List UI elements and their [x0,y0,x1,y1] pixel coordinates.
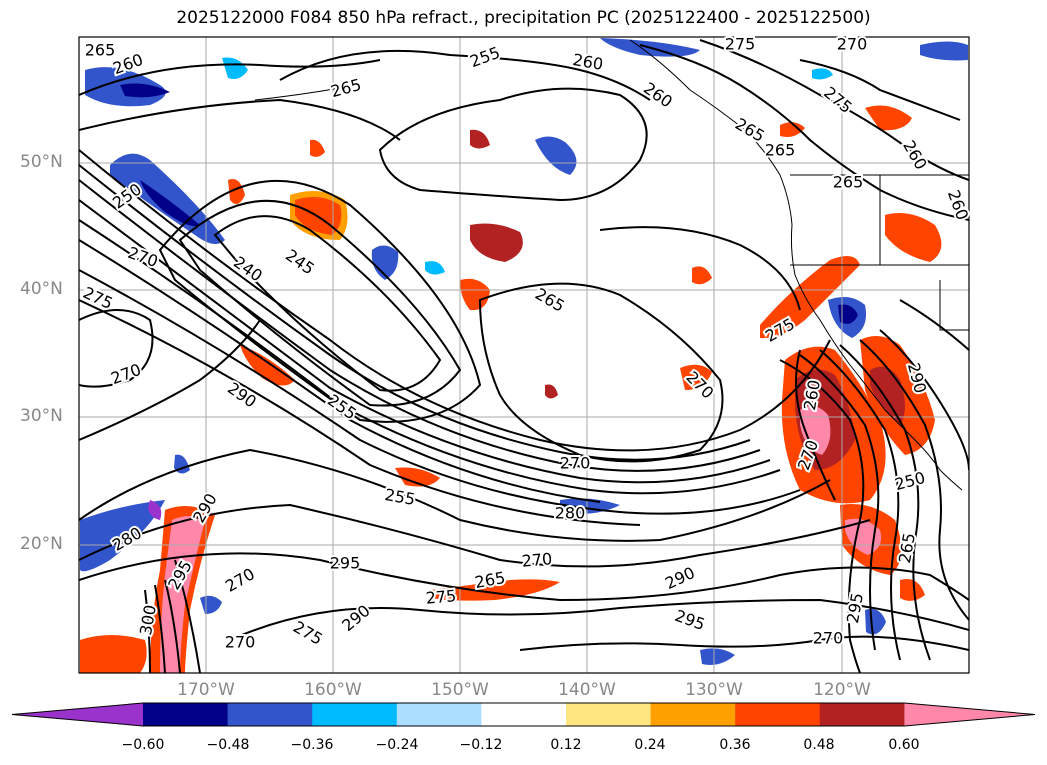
colorbar-bin [481,703,567,726]
precip-positive-region [240,345,295,386]
lat-label: 50°N [20,152,63,172]
precip-negative-region [535,136,577,175]
precip-positive-region [80,635,147,673]
contour-label: 280 [555,504,586,523]
precip-positive-region [885,212,942,262]
lon-label: 160°W [304,680,362,700]
precip-negative-region [110,153,225,244]
contour-label: 265 [833,173,864,192]
contour-label: 270 [813,629,844,648]
contour-label: 275 [725,35,756,54]
contour-label: 270 [560,454,591,473]
lat-label: 40°N [20,279,63,299]
colorbar-tick-label: 0.48 [803,737,835,753]
precip-negative-region [80,500,165,572]
precip-negative-region [140,180,200,227]
map-title: 2025122000 F084 850 hPa refract., precip… [176,8,871,28]
precip-positive-region [680,364,712,390]
precip-positive-region [865,105,912,131]
colorbar-bin [12,703,143,726]
colorbar-bin [396,703,482,726]
precip-positive-region [900,579,925,601]
lat-label: 30°N [20,406,63,426]
contour-label: 295 [330,554,361,573]
contour-label: 265 [765,141,796,160]
colorbar-tick-label: 0.36 [719,737,751,753]
colorbar-outline [11,702,1036,727]
lat-label: 20°N [20,534,63,554]
precip-positive-region [760,256,860,339]
colorbar-tick-label: −0.60 [121,737,165,753]
precip-positive-region [228,179,245,204]
contour-label: 270 [521,549,553,571]
precip-negative-region [120,83,170,98]
precip-positive-region [310,139,325,157]
contour-label: 270 [225,633,256,652]
precip-negative-region [812,68,833,80]
colorbar-bin [735,703,821,726]
precip-negative-region [222,57,248,79]
colorbar-tick-label: 0.12 [550,737,582,753]
coastline [254,39,969,491]
colorbar-tick-label: −0.12 [459,737,503,753]
precip-positive-region [460,278,490,311]
precip-positive-region [800,406,831,455]
lon-label: 130°W [685,680,743,700]
precip-negative-region [425,261,445,275]
lon-label: 170°W [177,680,235,700]
precip-positive-region [870,366,905,425]
colorbar-tick-label: −0.48 [206,737,250,753]
precip-negative-region [371,245,399,280]
colorbar-bin [819,703,905,726]
refractivity-contours [79,39,969,673]
lon-label: 150°W [431,680,489,700]
precip-shading [80,38,968,673]
precip-positive-region [430,579,560,601]
precip-positive-region [395,467,440,487]
colorbar-bin [227,703,313,726]
colorbar-tick-label: −0.24 [375,737,419,753]
colorbar-bin [650,703,736,726]
colorbar-bin [566,703,652,726]
precip-positive-region [545,384,558,399]
colorbar [11,702,1036,727]
colorbar-tick-label: 0.60 [888,737,920,753]
precip-negative-region [838,304,858,324]
precip-negative-region [148,500,162,520]
precip-positive-region [692,266,712,285]
colorbar-tick-label: 0.24 [634,737,666,753]
precip-positive-region [470,223,523,262]
contour-label: 275 [425,586,457,608]
colorbar-bin [904,703,1035,726]
precip-negative-region [920,41,968,61]
precip-negative-region [700,648,735,665]
contour-label: 270 [837,35,868,54]
contour-label: 265 [85,41,116,60]
colorbar-bin [143,703,229,726]
precip-positive-region [470,129,490,149]
lon-label: 120°W [813,680,871,700]
colorbar-bin [312,703,398,726]
colorbar-tick-label: −0.36 [290,737,334,753]
map-frame [78,36,970,674]
precip-positive-region [780,122,805,137]
lon-label: 140°W [558,680,616,700]
